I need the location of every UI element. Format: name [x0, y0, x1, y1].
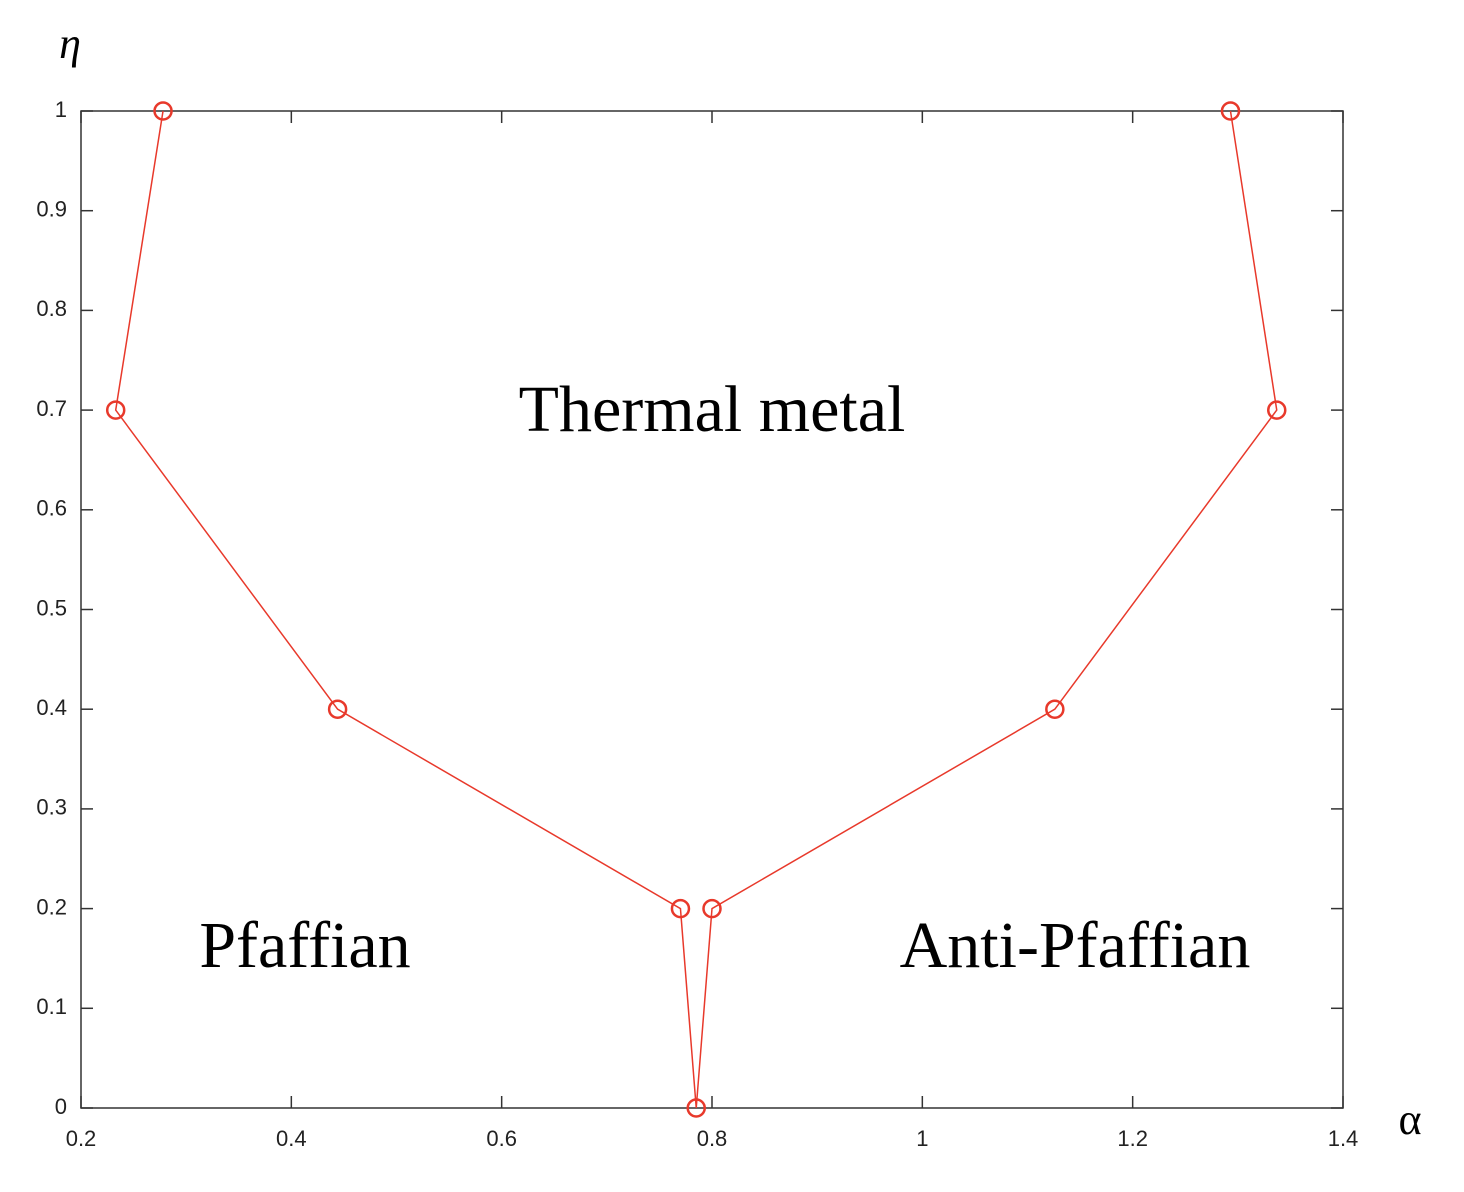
marker: [670, 898, 691, 919]
y-tick-label: 0.4: [36, 695, 67, 720]
y-tick-label: 0.5: [36, 595, 67, 620]
x-tick-label: 0.6: [486, 1126, 517, 1151]
x-tick-label: 0.8: [697, 1126, 728, 1151]
x-tick-label: 1: [916, 1126, 928, 1151]
y-axis-label: η: [59, 19, 81, 68]
marker: [686, 1098, 706, 1118]
y-tick-label: 0.6: [36, 496, 67, 521]
marker: [105, 400, 126, 420]
annotation: Thermal metal: [519, 373, 906, 446]
marker: [153, 101, 173, 121]
marker: [1266, 400, 1287, 420]
x-tick-label: 0.2: [66, 1126, 97, 1151]
marker: [702, 898, 722, 919]
x-tick-label: 1.4: [1328, 1126, 1359, 1151]
y-tick-label: 0.2: [36, 894, 67, 919]
series-line: [114, 110, 1278, 1109]
marker: [327, 699, 348, 719]
x-tick-label: 0.4: [276, 1126, 307, 1151]
x-tick-label: 1.2: [1117, 1126, 1148, 1151]
marker: [1045, 699, 1065, 719]
y-tick-label: 0: [55, 1094, 67, 1119]
y-tick-label: 0.8: [36, 296, 67, 321]
y-tick-label: 0.9: [36, 197, 67, 222]
y-tick-label: 0.1: [36, 994, 67, 1019]
y-tick-label: 0.3: [36, 795, 67, 820]
annotation: Anti-Pfaffian: [900, 909, 1251, 982]
marker: [1220, 101, 1241, 121]
annotation: Pfaffian: [199, 909, 410, 982]
y-tick-label: 0.7: [36, 396, 67, 421]
y-tick-label: 1: [55, 97, 67, 122]
x-axis-label: α: [1398, 1095, 1421, 1144]
